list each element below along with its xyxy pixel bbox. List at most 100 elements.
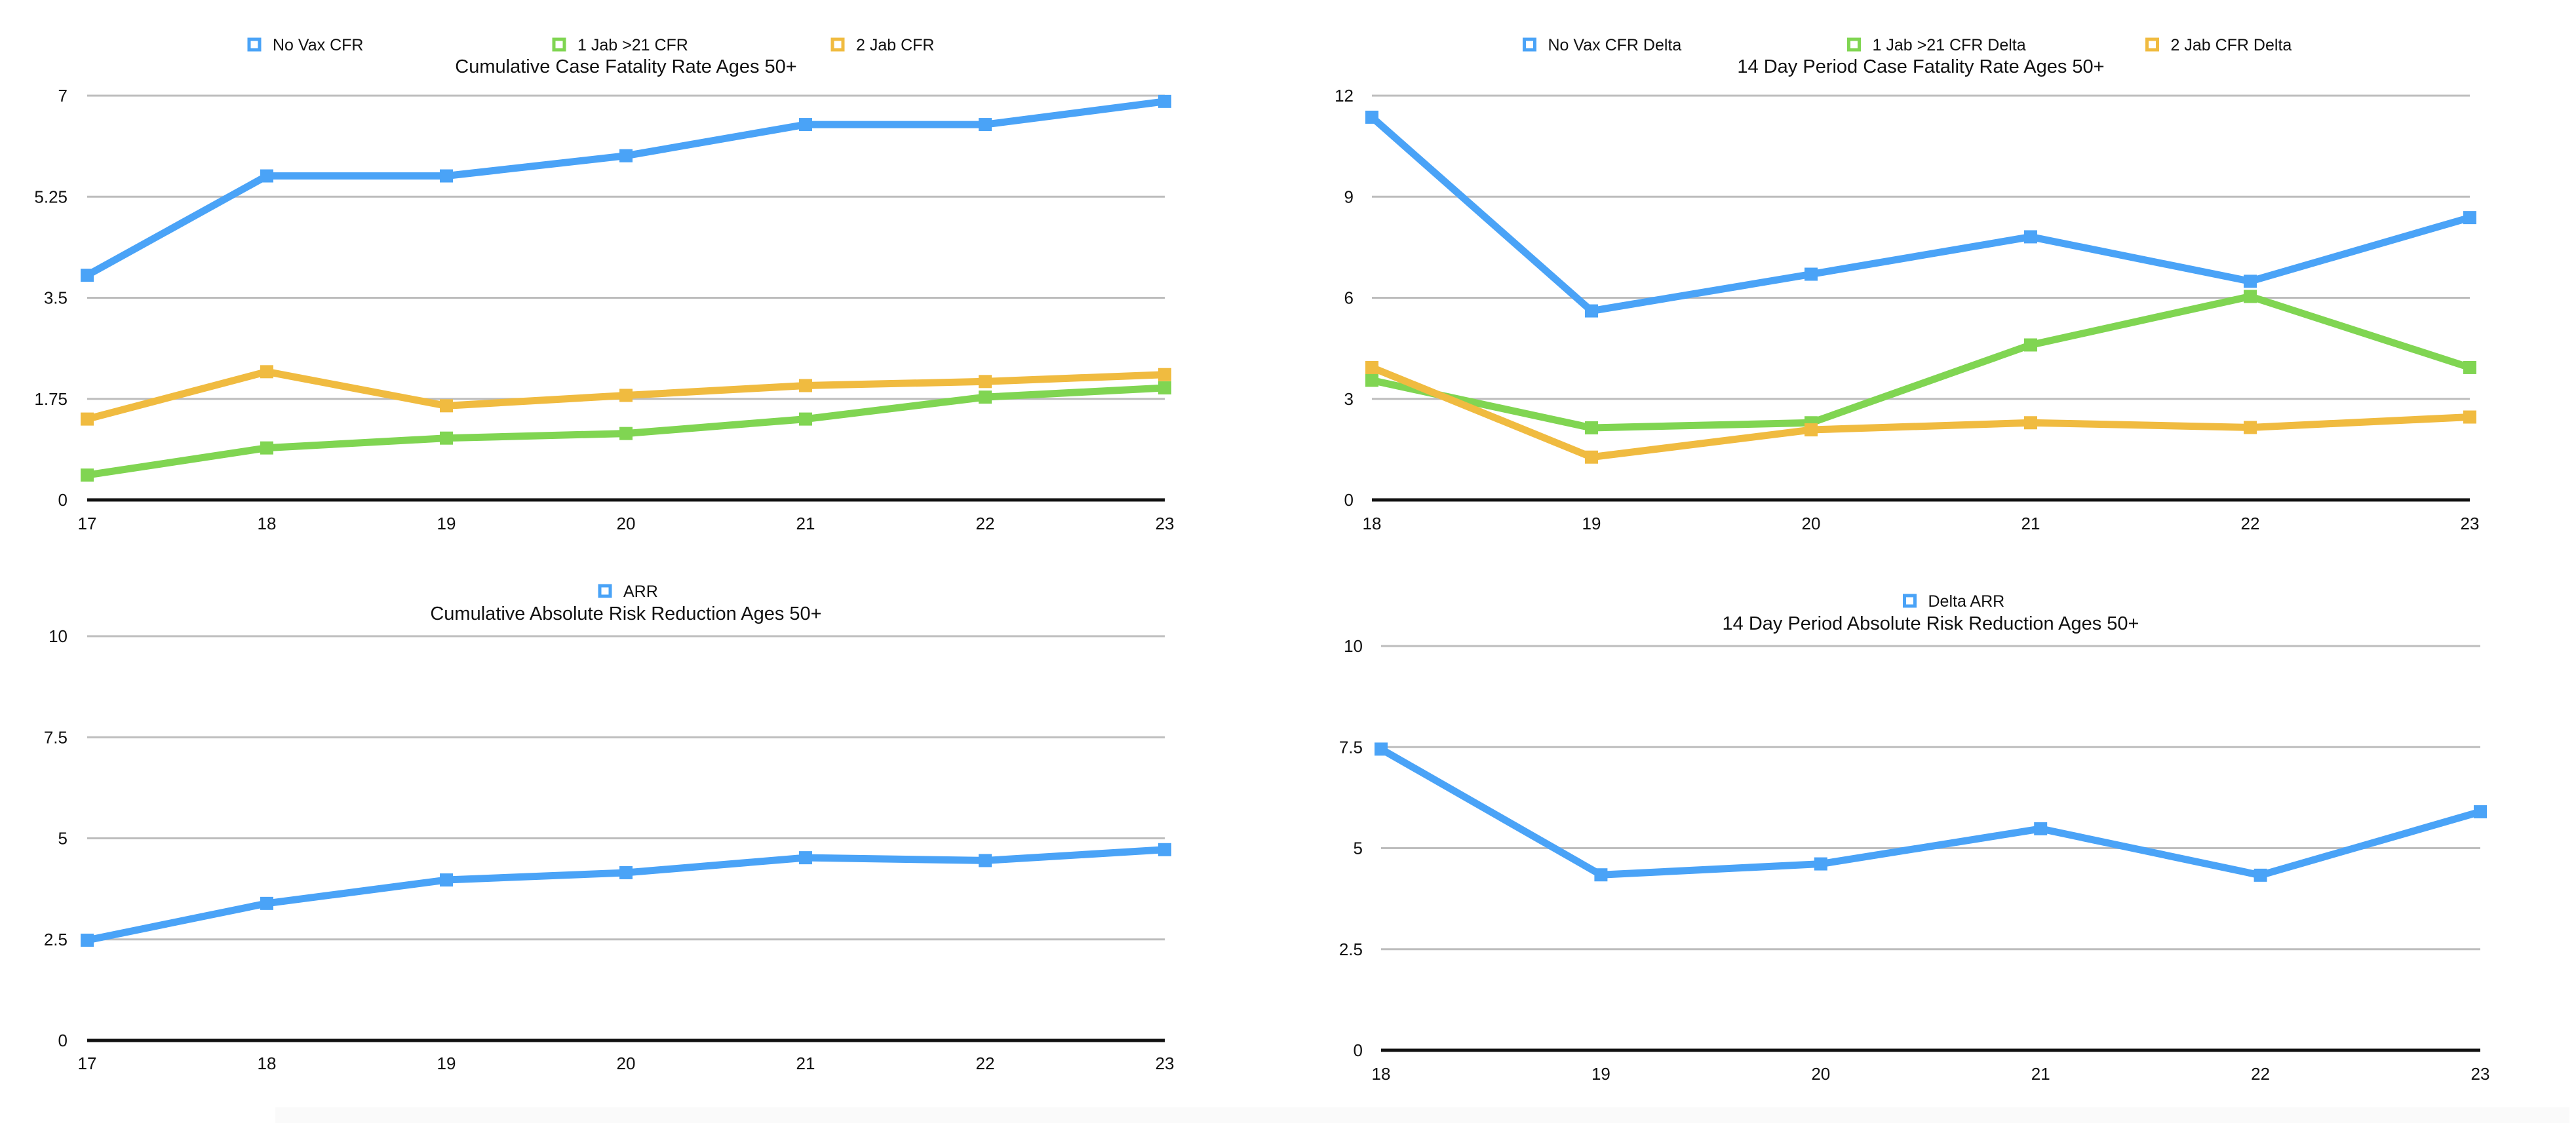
x-tick-label: 20 <box>617 1054 636 1073</box>
legend-item: No Vax CFR Delta <box>1523 36 1682 54</box>
data-point-marker <box>1594 868 1608 882</box>
x-tick-label: 22 <box>976 1054 995 1073</box>
x-tick-label: 19 <box>1582 514 1601 533</box>
y-tick-label: 10 <box>49 626 68 646</box>
y-tick-label: 6 <box>1344 288 1354 308</box>
y-tick-label: 7.5 <box>44 727 68 747</box>
data-point-marker <box>2034 822 2048 835</box>
x-tick-label: 21 <box>796 514 815 533</box>
y-tick-label: 10 <box>1344 636 1363 656</box>
chart-title: 14 Day Period Absolute Risk Reduction Ag… <box>1723 613 2139 634</box>
y-tick-label: 0 <box>58 490 68 510</box>
data-point-marker <box>979 118 992 132</box>
x-tick-label: 23 <box>2461 514 2480 533</box>
x-tick-label: 22 <box>976 514 995 533</box>
series-line <box>83 98 1169 279</box>
data-point-marker <box>2024 338 2037 352</box>
chart-title: 14 Day Period Case Fatality Rate Ages 50… <box>1737 56 2104 77</box>
series-line <box>1368 113 2474 315</box>
y-tick-label: 3 <box>1344 389 1354 409</box>
data-point-marker <box>1585 304 1598 318</box>
data-point-marker <box>1375 742 1388 756</box>
data-point-marker <box>799 851 812 865</box>
legend-label: 1 Jab >21 CFR Delta <box>1873 36 2026 54</box>
legend-label: 1 Jab >21 CFR <box>577 36 688 54</box>
legend-label: Delta ARR <box>1928 592 2005 611</box>
legend-label: 2 Jab CFR <box>856 36 934 54</box>
data-point-marker <box>1158 381 1171 395</box>
data-point-marker <box>1585 450 1598 464</box>
data-point-marker <box>1158 843 1171 856</box>
legend-item: 2 Jab CFR <box>830 36 934 54</box>
data-point-marker <box>81 933 94 947</box>
data-point-marker <box>2244 290 2257 303</box>
x-tick-label: 18 <box>258 1054 277 1073</box>
x-tick-label: 18 <box>258 514 277 533</box>
legend-item: No Vax CFR <box>247 36 363 54</box>
chart-cumulative-arr: Cumulative Absolute Risk Reduction Ages … <box>44 582 1175 1073</box>
y-tick-label: 12 <box>1335 86 1354 105</box>
x-tick-label: 17 <box>78 514 97 533</box>
y-tick-label: 2.5 <box>44 930 68 949</box>
chart-cumulative-cfr: Cumulative Case Fatality Rate Ages 50+ 0… <box>34 36 1174 533</box>
x-tick-label: 21 <box>2021 514 2040 533</box>
y-tick-label: 7.5 <box>1339 737 1363 757</box>
data-point-marker <box>440 169 453 183</box>
data-point-marker <box>799 118 812 132</box>
data-point-marker <box>81 269 94 282</box>
chart-title: Cumulative Absolute Risk Reduction Ages … <box>430 603 821 624</box>
legend-swatch-icon <box>247 37 262 52</box>
series-1-jab-21-cfr-delta <box>1365 290 2476 434</box>
x-tick-label: 23 <box>1156 514 1175 533</box>
series-arr <box>81 843 1171 947</box>
legend-label: No Vax CFR Delta <box>1548 36 1682 54</box>
data-point-marker <box>619 427 633 440</box>
y-tick-label: 9 <box>1344 187 1354 206</box>
legend-item: ARR <box>598 582 658 601</box>
y-tick-label: 0 <box>58 1031 68 1050</box>
x-tick-label: 23 <box>2471 1064 2490 1084</box>
data-point-marker <box>979 375 992 389</box>
data-point-marker <box>2244 421 2257 434</box>
data-point-marker <box>2463 211 2476 225</box>
data-point-marker <box>440 399 453 413</box>
x-tick-label: 17 <box>78 1054 97 1073</box>
legend-swatch-icon <box>830 37 845 52</box>
data-point-marker <box>2463 410 2476 424</box>
data-point-marker <box>1158 368 1171 381</box>
x-tick-label: 18 <box>1363 514 1382 533</box>
data-point-marker <box>1805 267 1818 281</box>
y-tick-label: 0 <box>1344 490 1354 510</box>
data-point-marker <box>1814 857 1827 871</box>
legend-label: 2 Jab CFR Delta <box>2171 36 2292 54</box>
data-point-marker <box>1585 421 1598 434</box>
chart-period-arr: 14 Day Period Absolute Risk Reduction Ag… <box>1339 592 2490 1084</box>
x-tick-label: 21 <box>2031 1064 2050 1084</box>
legend-swatch-icon <box>1523 37 1536 52</box>
y-tick-label: 5 <box>58 829 68 848</box>
series-2-jab-cfr <box>81 365 1171 426</box>
data-point-marker <box>2463 360 2476 374</box>
data-point-marker <box>1365 110 1378 124</box>
legend-item: 1 Jab >21 CFR <box>552 36 688 54</box>
x-tick-label: 19 <box>437 514 456 533</box>
data-point-marker <box>260 365 273 379</box>
legend-item: 2 Jab CFR Delta <box>2145 36 2292 54</box>
y-tick-label: 3.5 <box>44 288 68 308</box>
series-2-jab-cfr-delta <box>1365 360 2476 464</box>
data-point-marker <box>260 441 273 455</box>
y-tick-label: 5 <box>1354 839 1363 858</box>
series-line <box>1368 292 2474 432</box>
data-point-marker <box>440 431 453 445</box>
legend-swatch-icon <box>1847 37 1861 52</box>
x-tick-label: 20 <box>1802 514 1821 533</box>
x-tick-label: 19 <box>437 1054 456 1073</box>
data-point-marker <box>2024 230 2037 244</box>
data-point-marker <box>619 866 633 879</box>
data-point-marker <box>1158 94 1171 108</box>
data-point-marker <box>979 390 992 404</box>
x-tick-label: 22 <box>2241 514 2260 533</box>
y-tick-label: 2.5 <box>1339 940 1363 959</box>
data-point-marker <box>2244 275 2257 288</box>
